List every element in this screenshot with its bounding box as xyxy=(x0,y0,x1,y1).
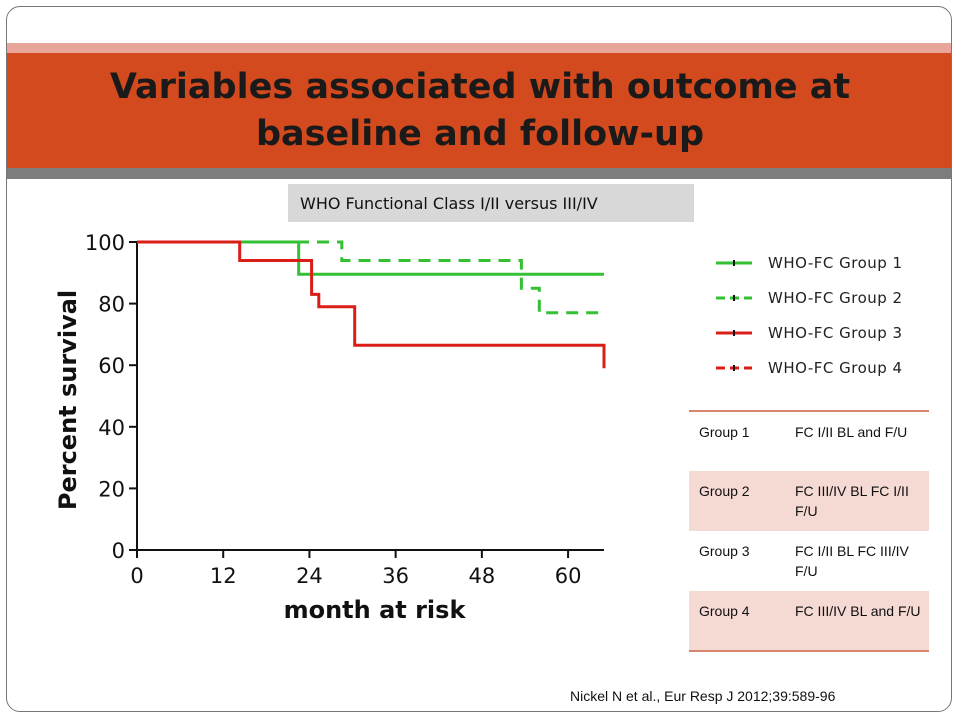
slide-title: Variables associated with outcome at bas… xyxy=(109,67,851,154)
chart-subtitle: WHO Functional Class I/II versus III/IV xyxy=(288,184,694,222)
title-band xyxy=(7,53,951,168)
table-row: Group 4 FC III/IV BL and F/U xyxy=(689,591,929,651)
group-cell: Group 3 xyxy=(699,543,750,559)
legend-swatch-graphic xyxy=(716,364,752,371)
x-tick-label: 12 xyxy=(210,564,237,588)
legend-swatch xyxy=(716,327,752,339)
legend-label: WHO-FC Group 4 xyxy=(768,358,903,377)
x-tick-label: 24 xyxy=(296,564,323,588)
y-tick-label: 0 xyxy=(112,539,125,563)
legend-label: WHO-FC Group 3 xyxy=(768,323,903,342)
x-tick-label: 60 xyxy=(555,564,582,588)
table-row: Group 1 FC I/II BL and F/U xyxy=(689,411,929,471)
chart-legend: WHO-FC Group 1 WHO-FC Group 2 WHO-FC Gro… xyxy=(716,245,946,385)
legend-swatch xyxy=(716,362,752,374)
title-bottom-stripe xyxy=(7,168,951,179)
legend-item: WHO-FC Group 1 xyxy=(716,245,946,280)
x-tick-label: 48 xyxy=(468,564,495,588)
y-tick-label: 20 xyxy=(98,477,125,501)
legend-swatch-graphic xyxy=(716,259,752,266)
title-top-stripe xyxy=(7,43,951,53)
series-line-group-1 xyxy=(137,240,604,276)
x-tick-label: 36 xyxy=(382,564,409,588)
description-cell: FC III/IV BL and F/U xyxy=(795,603,921,619)
group-cell: Group 4 xyxy=(699,603,750,619)
legend-swatch xyxy=(716,257,752,269)
description-cell: FC I/II BL and F/U xyxy=(795,424,908,440)
x-tick-label: 0 xyxy=(130,564,143,588)
legend-item: WHO-FC Group 4 xyxy=(716,350,946,385)
series-line-group-2 xyxy=(137,240,604,315)
series-line-group-3 xyxy=(137,240,606,369)
legend-swatch-graphic xyxy=(716,294,752,301)
description-cell: FC I/II BL FC III/IV F/U xyxy=(795,543,909,579)
legend-item: WHO-FC Group 3 xyxy=(716,315,946,350)
table-row: Group 3 FC I/II BL FC III/IV F/U xyxy=(689,531,929,591)
citation: Nickel N et al., Eur Resp J 2012;39:589-… xyxy=(570,688,836,704)
y-tick-label: 60 xyxy=(98,354,125,378)
slide-frame: Variables associated with outcome at bas… xyxy=(6,6,952,712)
group-cell: Group 1 xyxy=(699,424,750,440)
y-axis-title: Percent survival xyxy=(54,290,82,510)
legend-item: WHO-FC Group 2 xyxy=(716,280,946,315)
legend-label: WHO-FC Group 2 xyxy=(768,288,903,307)
legend-swatch xyxy=(716,292,752,304)
y-tick-label: 80 xyxy=(98,293,125,317)
y-tick-label: 100 xyxy=(85,231,125,255)
table-row: Group 2 FC III/IV BL FC I/II F/U xyxy=(689,471,929,531)
y-tick-label: 40 xyxy=(98,416,125,440)
groups-table: Group 1 FC I/II BL and F/U Group 2 FC II… xyxy=(689,410,929,652)
description-cell: FC III/IV BL FC I/II F/U xyxy=(795,483,909,519)
x-axis-title: month at risk xyxy=(284,596,467,624)
legend-swatch-graphic xyxy=(716,329,752,336)
legend-label: WHO-FC Group 1 xyxy=(768,253,903,272)
group-cell: Group 2 xyxy=(699,483,750,499)
